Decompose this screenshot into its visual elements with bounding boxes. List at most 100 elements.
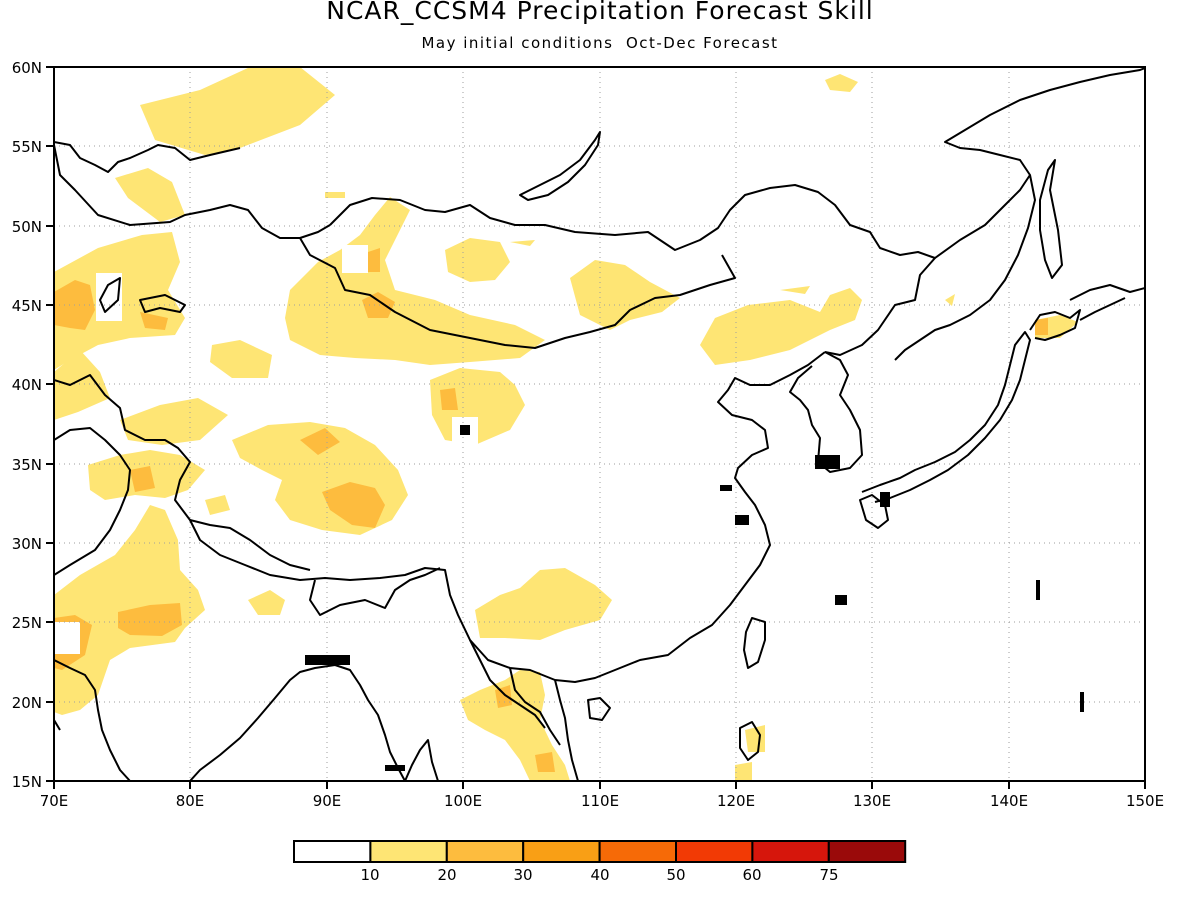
skill-region [140, 67, 335, 155]
skill-region [700, 288, 862, 365]
border-russia-mongolia [329, 184, 936, 356]
coast-hokkaido [1029, 309, 1081, 341]
colorbar-swatch [293, 840, 372, 863]
colorbar-swatch [827, 840, 907, 863]
border-northeast-india [309, 567, 441, 616]
colorbar-labels: 10 20 30 40 50 60 75 [360, 866, 838, 884]
colorbar-swatch [598, 840, 677, 863]
coast-kamchatka-hint [1069, 284, 1145, 301]
axis-ticks [46, 66, 1146, 789]
border-china-mongolia [299, 237, 736, 349]
skill-region [210, 340, 272, 378]
y-tick-label: 35N [12, 456, 42, 474]
colorbar-label: 40 [590, 866, 609, 884]
coast-india-west [54, 659, 131, 781]
coast-kuril [1079, 297, 1126, 321]
coast-taiwan [743, 617, 766, 669]
map-subtitle: May initial conditions Oct-Dec Forecast [421, 34, 779, 52]
coast-bohai-korea [554, 351, 826, 683]
coast-hainan [587, 697, 611, 721]
y-tick-label: 45N [12, 297, 42, 315]
skill-region [325, 192, 345, 198]
skill-region [460, 670, 570, 781]
coast-korea [789, 351, 863, 473]
skill-shading [54, 67, 1078, 781]
colorbar-label: 50 [666, 866, 685, 884]
border-laos [509, 667, 561, 746]
skill-region-mid [535, 752, 555, 772]
x-tick-label: 130E [853, 792, 891, 810]
coast-bay-of-bengal [189, 664, 406, 781]
skill-region-mid [140, 312, 168, 330]
y-tick-label: 55N [12, 138, 42, 156]
skill-region-mid [362, 292, 395, 318]
border-himalaya [189, 519, 311, 571]
coast-philippines-luzon [739, 721, 761, 761]
grid-lines [54, 67, 1145, 781]
border-kazakh-russia [54, 144, 331, 239]
y-tick-label: 20N [12, 694, 42, 712]
y-tick-label: 60N [12, 59, 42, 77]
skill-region-mid [118, 603, 182, 636]
colorbar-swatch [675, 840, 754, 863]
coast-burma-malay [404, 739, 439, 781]
x-tick-label: 110E [581, 792, 619, 810]
colorbar: 10 20 30 40 50 60 75 [293, 840, 907, 884]
y-tick-label: 30N [12, 535, 42, 553]
y-tick-label: 50N [12, 218, 42, 236]
x-tick-label: 150E [1126, 792, 1164, 810]
coast-russian-far-east [934, 67, 1145, 259]
coast-tartary [894, 174, 1036, 361]
skill-region [120, 398, 228, 445]
y-tick-label: 25N [12, 614, 42, 632]
skill-region [115, 168, 185, 222]
colorbar-swatch [369, 840, 448, 863]
coastlines [54, 67, 1145, 781]
x-tick-label: 70E [40, 792, 69, 810]
y-tick-label: 40N [12, 376, 42, 394]
border-indochina [469, 639, 546, 729]
skill-region [780, 286, 810, 294]
coast-japan-honshu [861, 331, 1031, 503]
colorbar-label: 20 [437, 866, 456, 884]
skill-region-mid [1035, 318, 1048, 335]
lake-balkhash [139, 294, 186, 313]
skill-region-mid [440, 388, 458, 410]
y-tick-label: 15N [12, 773, 42, 791]
x-tick-label: 90E [313, 792, 342, 810]
skill-region [248, 590, 285, 615]
border-india [54, 427, 131, 576]
x-tick-label: 140E [990, 792, 1028, 810]
colorbar-label: 60 [742, 866, 761, 884]
skill-region-mid [368, 248, 380, 272]
coast-sakhalin [1039, 159, 1063, 279]
colorbar-label: 75 [819, 866, 838, 884]
x-tick-label: 80E [176, 792, 205, 810]
skill-region [445, 238, 510, 282]
lake-baikal [519, 131, 601, 201]
skill-region [510, 240, 535, 246]
caspian-aral-hint [99, 277, 121, 313]
skill-region-mid [322, 482, 385, 528]
map-title: NCAR_CCSM4 Precipitation Forecast Skill [326, 0, 874, 25]
colorbar-label: 30 [513, 866, 532, 884]
skill-region [570, 260, 680, 330]
skill-region [745, 725, 765, 752]
coastline-north [54, 141, 241, 173]
skill-region [475, 568, 612, 640]
island-dots [305, 425, 1084, 771]
coast-kyushu [859, 494, 889, 529]
skill-region [945, 294, 955, 306]
y-tick-labels: 60N 55N 50N 45N 40N 35N 30N 25N 20N 15N [12, 59, 42, 791]
colorbar-swatch [751, 840, 830, 863]
skill-region-mid [130, 466, 155, 492]
colorbar-label: 10 [360, 866, 379, 884]
colorbar-swatch [445, 840, 525, 863]
skill-region [825, 74, 858, 92]
x-tick-labels: 70E 80E 90E 100E 110E 120E 130E 140E 150… [40, 792, 1164, 810]
skill-region-mid [300, 428, 340, 455]
coast-indochina [554, 679, 579, 781]
x-tick-label: 120E [717, 792, 755, 810]
skill-region [54, 350, 110, 420]
